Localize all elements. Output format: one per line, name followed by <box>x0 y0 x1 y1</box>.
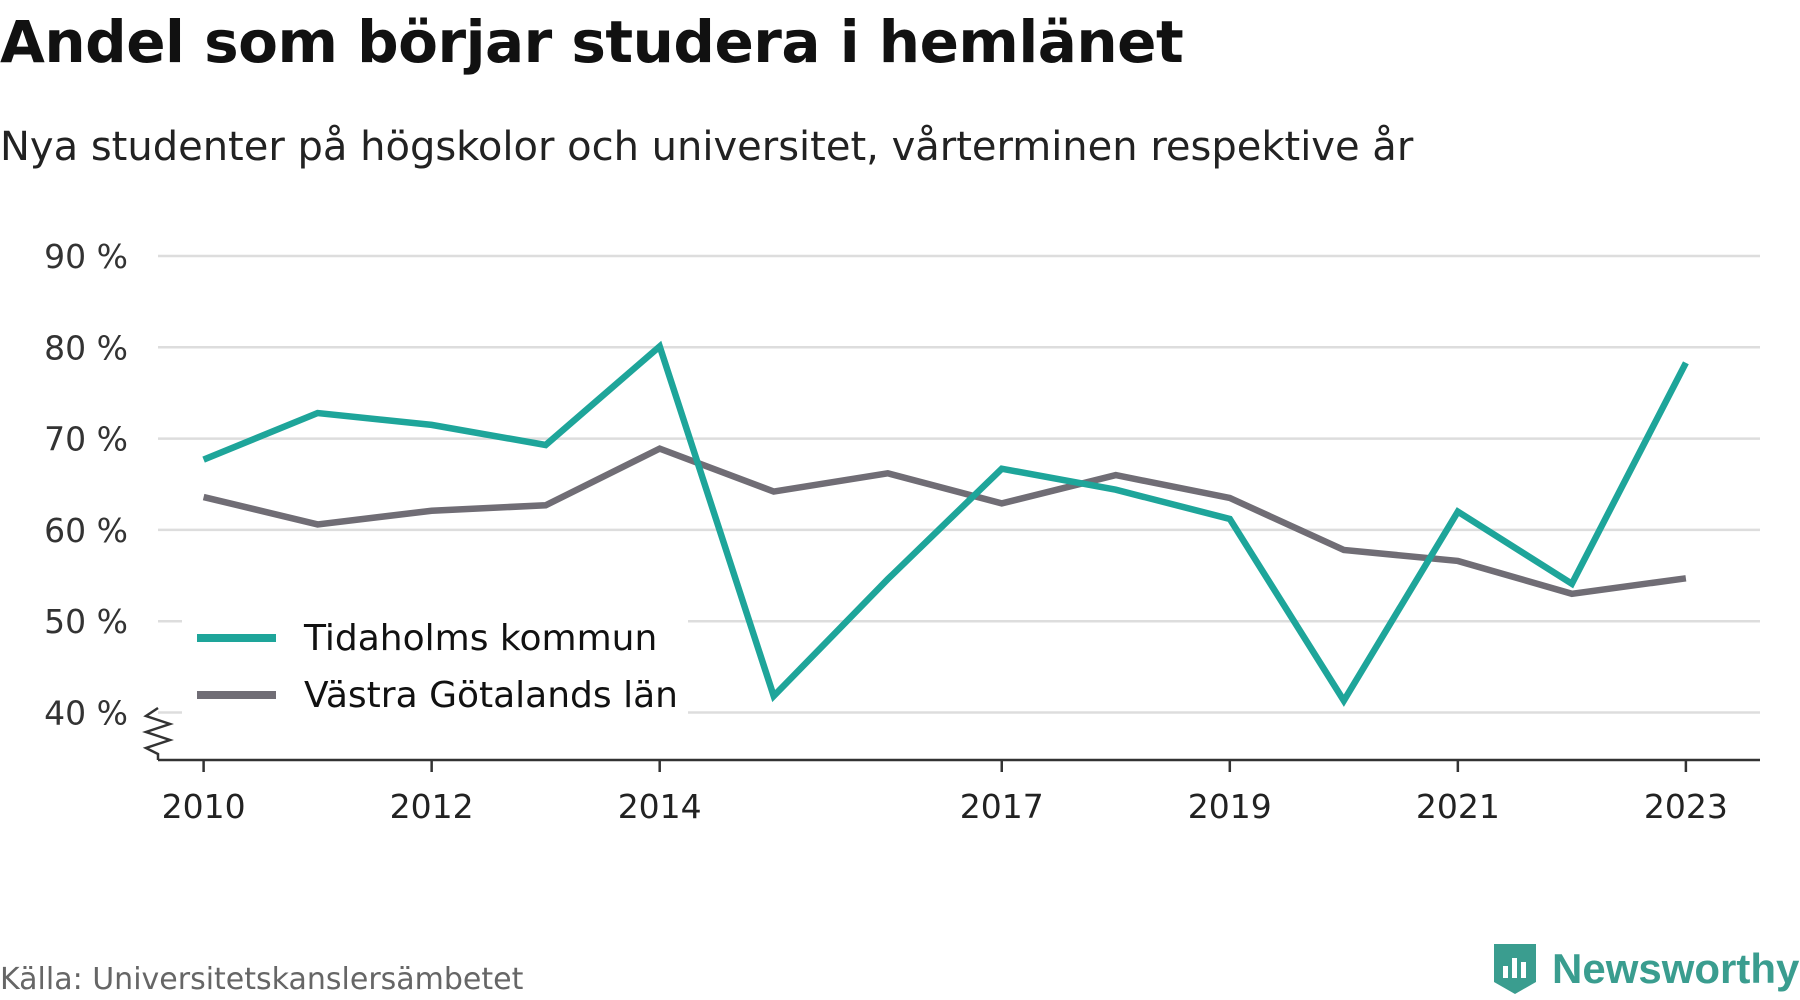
x-tick-label: 2010 <box>162 787 246 826</box>
x-axis-ticks: 2010 2012 2014 2017 2019 2021 2023 <box>162 760 1728 826</box>
chart-title: Andel som börjar studera i hemlänet <box>0 8 1184 76</box>
y-axis-ticks: 40 % 50 % 60 % 70 % 80 % 90 % <box>44 237 128 733</box>
axis-break-icon <box>142 706 174 760</box>
legend: Tidaholms kommun Västra Götalands län <box>182 606 688 716</box>
legend-label-1: Tidaholms kommun <box>303 618 657 659</box>
series-line-2 <box>202 445 1687 598</box>
source-note: Källa: Universitetskanslersämbetet <box>0 962 524 997</box>
x-tick-label: 2012 <box>390 787 474 826</box>
x-tick-label: 2014 <box>618 787 702 826</box>
brand-name: Newsworthy <box>1552 945 1800 992</box>
y-tick-label: 40 % <box>44 694 128 733</box>
x-tick-label: 2023 <box>1644 787 1728 826</box>
x-axis <box>142 706 1760 762</box>
y-tick-label: 70 % <box>44 420 128 459</box>
line-chart: 40 %50 %60 %70 %80 %90 % 2010 2012 2014 201… <box>44 237 1760 826</box>
series-line-1 <box>202 340 1689 707</box>
series-lines <box>202 340 1689 707</box>
y-tick-label: 80 % <box>44 328 128 367</box>
x-tick-label: 2017 <box>960 787 1044 826</box>
brand-logo: Newsworthy <box>1490 940 1799 998</box>
y-tick-label: 90 % <box>44 237 128 276</box>
x-tick-label: 2021 <box>1416 787 1500 826</box>
chart-subtitle: Nya studenter på högskolor och universit… <box>0 124 1414 170</box>
legend-label-2: Västra Götalands län <box>304 675 678 716</box>
y-tick-label: 60 % <box>44 511 128 550</box>
x-tick-label: 2019 <box>1188 787 1272 826</box>
y-tick-label: 50 % <box>44 602 128 641</box>
newsworthy-logo-icon <box>1494 944 1536 994</box>
